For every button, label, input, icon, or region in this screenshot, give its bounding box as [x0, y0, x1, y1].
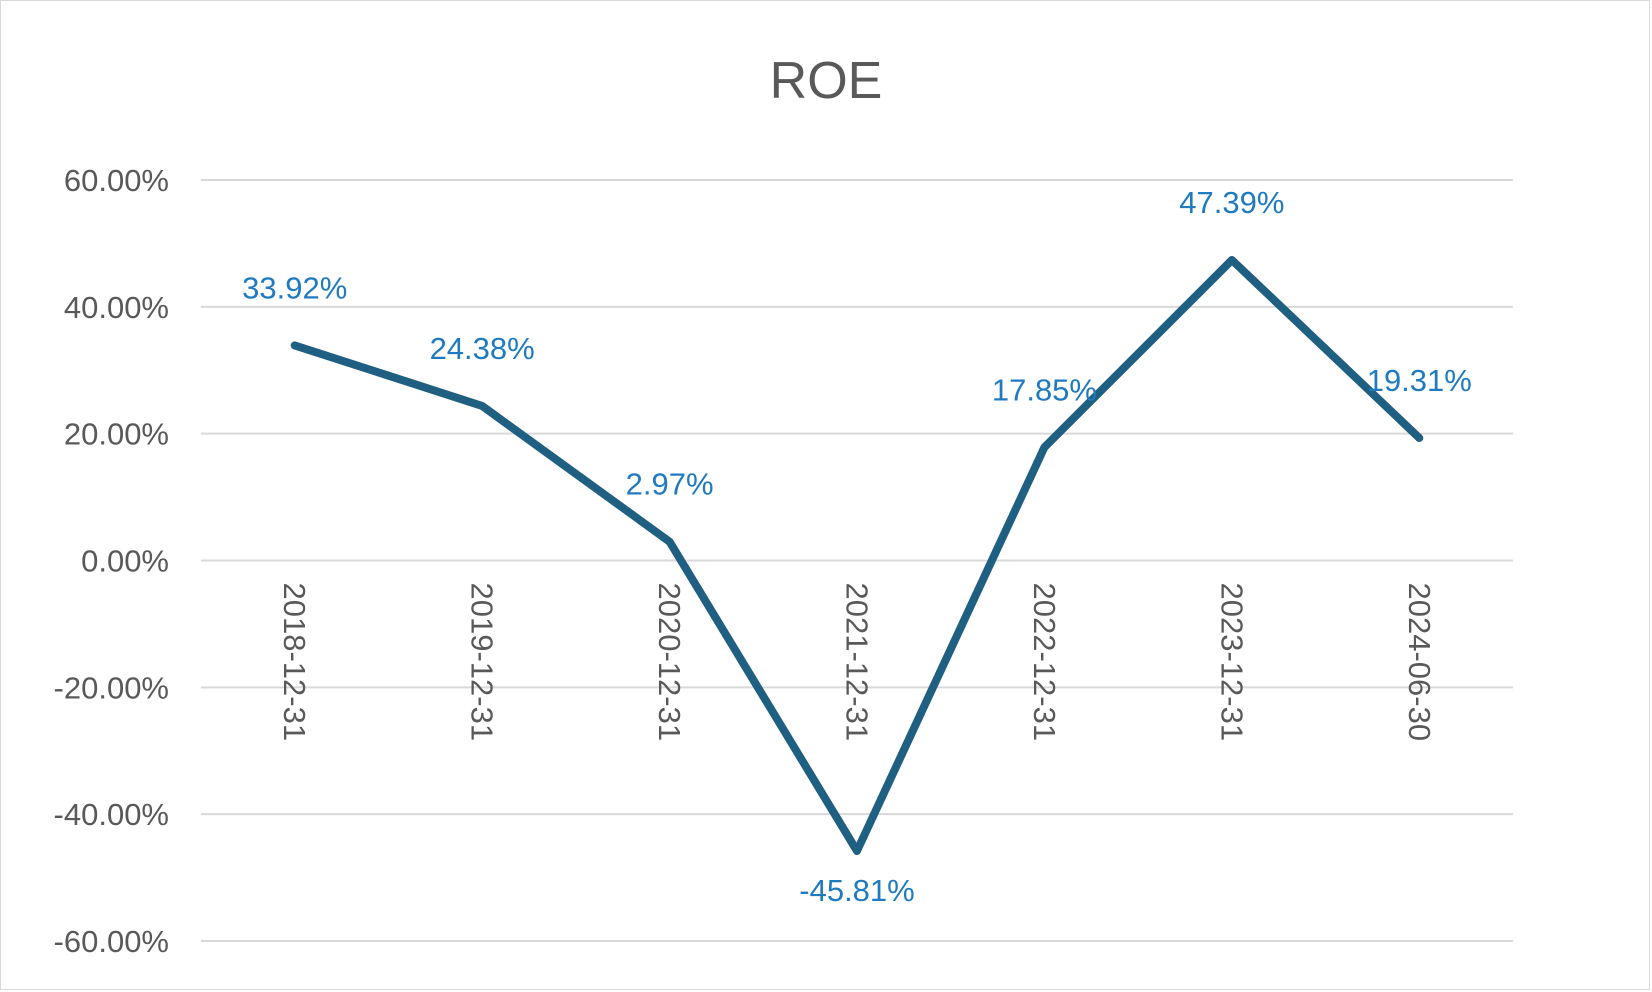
- gridlines: [201, 179, 1513, 942]
- data-label: 24.38%: [430, 331, 535, 366]
- x-tick-label: 2019-12-31: [465, 583, 500, 742]
- data-label: 2.97%: [626, 467, 714, 502]
- y-tick-label: -40.00%: [54, 797, 169, 832]
- y-tick-label: 40.00%: [64, 290, 169, 325]
- x-tick-label: 2021-12-31: [840, 583, 875, 742]
- y-tick-label: -20.00%: [54, 670, 169, 705]
- data-labels: 33.92% 24.38% 2.97% -45.81% 17.85% 47.39% 19.3…: [242, 185, 1472, 908]
- roe-series-line: [290, 256, 1424, 855]
- x-tick-label: 2023-12-31: [1214, 583, 1249, 742]
- x-tick-label: 2024-06-30: [1402, 583, 1437, 742]
- data-label: -45.81%: [799, 873, 914, 908]
- x-tick-label: 2022-12-31: [1027, 583, 1062, 742]
- chart-title: ROE: [770, 52, 883, 110]
- data-label: 19.31%: [1367, 363, 1472, 398]
- data-label: 33.92%: [242, 270, 347, 305]
- data-label: 47.39%: [1179, 185, 1284, 220]
- y-tick-label: -60.00%: [54, 924, 169, 959]
- y-tick-label: 20.00%: [64, 417, 169, 452]
- data-label: 17.85%: [992, 372, 1097, 407]
- x-tick-label: 2020-12-31: [652, 583, 687, 742]
- x-tick-label: 2018-12-31: [277, 583, 312, 742]
- x-axis-ticks: 2018-12-31 2019-12-31 2020-12-31 2021-12-31…: [277, 583, 1437, 742]
- y-axis-ticks: 60.00% 40.00% 20.00% 0.00% -20.00% -40.00% -60…: [54, 163, 169, 959]
- y-tick-label: 0.00%: [81, 544, 169, 579]
- y-tick-label: 60.00%: [64, 163, 169, 198]
